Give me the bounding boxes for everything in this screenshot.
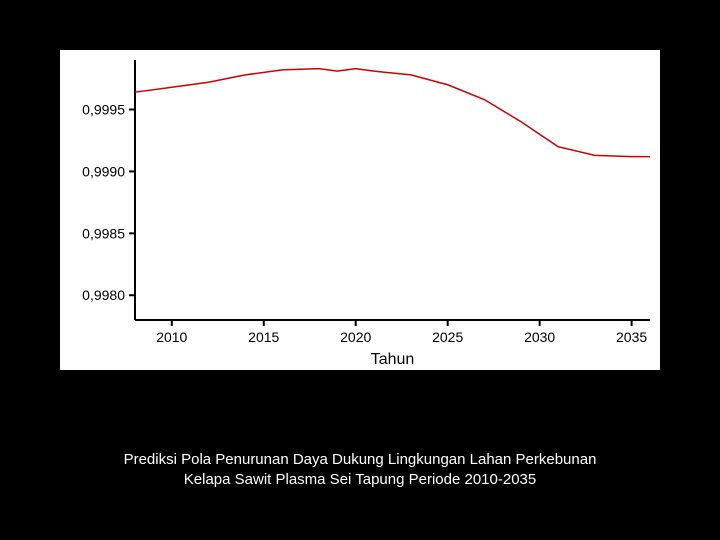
- x-tick-label: 2010: [156, 329, 187, 345]
- caption-line-2: Kelapa Sawit Plasma Sei Tapung Periode 2…: [184, 471, 536, 488]
- y-tick-label: 0,9990: [82, 163, 125, 179]
- caption: Prediksi Pola Penurunan Daya Dukung Ling…: [0, 450, 720, 491]
- y-tick-label: 0,9995: [82, 102, 125, 118]
- y-tick-label: 0,9980: [82, 287, 125, 303]
- x-tick-label: 2015: [248, 329, 279, 345]
- x-tick-label: 2030: [524, 329, 555, 345]
- x-axis: 2010 2015 2020 2025 2030 2035: [135, 320, 650, 345]
- series-line-daya-dukung: [135, 69, 650, 157]
- x-tick-label: 2020: [340, 329, 371, 345]
- chart-svg: 0,9980 0,9985 0,9990 0,9995 2010 2015 2020 202…: [60, 50, 660, 370]
- y-tick-label: 0,9985: [82, 225, 125, 241]
- y-axis: 0,9980 0,9985 0,9990 0,9995: [82, 60, 135, 320]
- series-group: [135, 69, 650, 157]
- x-tick-label: 2035: [616, 329, 647, 345]
- x-axis-title: Tahun: [371, 351, 415, 368]
- caption-line-1: Prediksi Pola Penurunan Daya Dukung Ling…: [124, 451, 597, 468]
- slide: 0,9980 0,9985 0,9990 0,9995 2010 2015 2020 202…: [0, 0, 720, 540]
- chart-panel: 0,9980 0,9985 0,9990 0,9995 2010 2015 2020 202…: [60, 50, 660, 370]
- x-tick-label: 2025: [432, 329, 463, 345]
